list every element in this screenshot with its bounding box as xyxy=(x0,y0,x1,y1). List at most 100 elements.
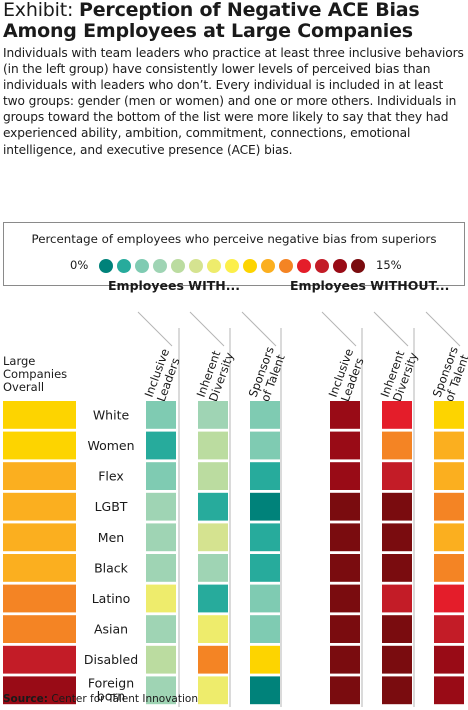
legend-color-dot xyxy=(333,259,347,273)
row-label-line: born xyxy=(97,688,125,703)
row-label-line: LGBT xyxy=(95,499,128,514)
heatmap-cell xyxy=(434,554,464,582)
heatmap-cell xyxy=(330,615,360,643)
heatmap-cell xyxy=(434,492,464,521)
legend-color-dot xyxy=(117,259,131,273)
exhibit-title-main: Perception of Negative ACE Bias Among Em… xyxy=(3,0,420,42)
heatmap-cell xyxy=(382,584,412,613)
overall-cell xyxy=(3,584,76,613)
legend-color-dot xyxy=(279,259,293,273)
heatmap-cell xyxy=(198,645,228,674)
legend-color-dot xyxy=(315,259,329,273)
overall-cell xyxy=(3,462,76,490)
legend-color-dot xyxy=(351,259,365,273)
legend-color-dot xyxy=(189,259,203,273)
heatmap-cell xyxy=(330,554,360,582)
legend-color-dot xyxy=(243,259,257,273)
legend-color-dot xyxy=(297,259,311,273)
heatmap-cell xyxy=(382,645,412,674)
legend-color-dot xyxy=(225,259,239,273)
heatmap-cell xyxy=(330,676,360,705)
heatmap-cell xyxy=(146,615,176,643)
row-label: Flex xyxy=(98,469,124,484)
heatmap-cell xyxy=(330,584,360,613)
group-header-with: Employees WITH... xyxy=(108,278,240,293)
heatmap-cell xyxy=(250,462,280,490)
heatmap-cell xyxy=(198,462,228,490)
legend-max-label: 15% xyxy=(376,258,402,272)
heatmap-cell xyxy=(146,401,176,429)
row-label-line: Asian xyxy=(94,622,128,637)
heatmap-cell xyxy=(146,462,176,490)
overall-cell xyxy=(3,401,76,429)
row-label: Women xyxy=(87,438,134,453)
legend-color-dot xyxy=(153,259,167,273)
overall-label-line: Large xyxy=(3,354,36,368)
column-header-label: InclusiveLeaders xyxy=(326,347,369,404)
heatmap-cell xyxy=(198,401,228,429)
column-header-guide xyxy=(189,311,225,347)
row-label: Foreign born xyxy=(88,675,134,703)
legend-title: Percentage of employees who perceive neg… xyxy=(31,232,437,246)
heatmap-cell xyxy=(330,401,360,429)
row-label: Disabled xyxy=(84,652,138,667)
row-label-line: Black xyxy=(94,560,129,575)
column-header-label: Sponsorsof Talent xyxy=(430,345,468,404)
heatmap-cell xyxy=(434,645,464,674)
heatmap-cell xyxy=(198,676,228,705)
overall-cell xyxy=(3,431,76,460)
legend-color-dot xyxy=(171,259,185,273)
heatmap-cell xyxy=(434,523,464,552)
exhibit-title-lead: Exhibit: xyxy=(3,0,74,21)
heatmap-cell xyxy=(250,401,280,429)
overall-label-line: Companies xyxy=(3,367,68,381)
heatmap-cell xyxy=(382,523,412,552)
heatmap-cell xyxy=(198,584,228,613)
heatmap-cell xyxy=(250,676,280,705)
row-label: Black xyxy=(94,560,129,575)
overall-column-label: Large Companies Overall xyxy=(3,355,67,394)
exhibit-title: Exhibit: Perception of Negative ACE Bias… xyxy=(3,0,465,42)
heatmap-cell xyxy=(382,462,412,490)
overall-cell xyxy=(3,676,76,705)
heatmap-cell xyxy=(330,462,360,490)
row-label: LGBT xyxy=(95,499,128,514)
heatmap-cell xyxy=(198,554,228,582)
heatmap-cell xyxy=(434,584,464,613)
row-label-line: White xyxy=(93,407,130,422)
heatmap-cell xyxy=(382,676,412,705)
heatmap-cell xyxy=(434,401,464,429)
overall-cell xyxy=(3,554,76,582)
heatmap-cell xyxy=(382,401,412,429)
column-header-guide xyxy=(425,311,461,347)
row-label: White xyxy=(93,407,130,422)
legend-color-dot xyxy=(207,259,221,273)
heatmap-cell xyxy=(250,554,280,582)
heatmap-cell xyxy=(330,645,360,674)
heatmap-cell xyxy=(146,645,176,674)
heatmap-cell xyxy=(434,462,464,490)
source-label: Source: xyxy=(3,693,48,705)
heatmap-cell xyxy=(198,492,228,521)
heatmap-cell xyxy=(146,492,176,521)
heatmap-cell xyxy=(382,554,412,582)
row-label: Asian xyxy=(94,622,128,637)
heatmap-cell xyxy=(382,492,412,521)
column-header-guide xyxy=(241,311,277,347)
legend-color-dot xyxy=(135,259,149,273)
overall-cell xyxy=(3,523,76,552)
overall-label-line: Overall xyxy=(3,380,45,394)
heatmap-cell xyxy=(330,431,360,460)
color-legend: Percentage of employees who perceive neg… xyxy=(3,222,465,286)
overall-cell xyxy=(3,615,76,643)
overall-cell xyxy=(3,645,76,674)
heatmap-cell xyxy=(382,431,412,460)
legend-color-dot xyxy=(99,259,113,273)
source-note: Source: Center for Talent Innovation xyxy=(3,693,198,705)
column-header-guide xyxy=(321,311,357,347)
heatmap-cell xyxy=(382,615,412,643)
heatmap-cell xyxy=(250,492,280,521)
heatmap-cell xyxy=(434,431,464,460)
group-header-without: Employees WITHOUT... xyxy=(290,278,450,293)
